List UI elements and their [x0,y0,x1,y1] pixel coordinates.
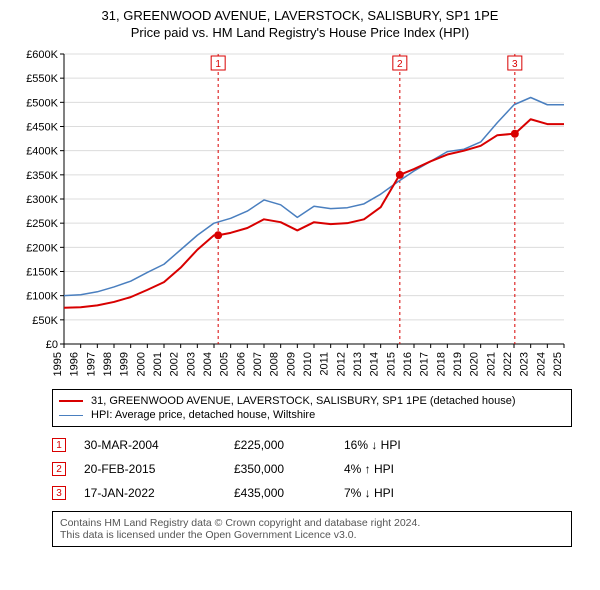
svg-text:2018: 2018 [435,352,447,376]
svg-text:£200K: £200K [26,242,58,254]
svg-text:2000: 2000 [135,352,147,376]
svg-text:1: 1 [215,59,221,70]
event-delta: 7% ↓ HPI [344,486,572,500]
svg-text:£600K: £600K [26,49,58,61]
svg-text:2008: 2008 [269,352,281,376]
svg-text:2021: 2021 [485,352,497,376]
event-row: 1 30-MAR-2004 £225,000 16% ↓ HPI [52,433,572,457]
svg-text:3: 3 [512,59,518,70]
svg-text:2011: 2011 [319,352,331,376]
svg-text:£0: £0 [46,339,58,351]
svg-text:2: 2 [397,59,403,70]
event-date: 17-JAN-2022 [84,486,234,500]
event-marker-3: 3 [52,486,66,500]
svg-text:2019: 2019 [452,352,464,376]
svg-text:£550K: £550K [26,73,58,85]
svg-text:£500K: £500K [26,97,58,109]
svg-text:2024: 2024 [535,352,547,376]
event-date: 30-MAR-2004 [84,438,234,452]
footnote-line2: This data is licensed under the Open Gov… [60,529,564,541]
legend: 31, GREENWOOD AVENUE, LAVERSTOCK, SALISB… [52,389,572,427]
event-price: £435,000 [234,486,344,500]
event-marker-1: 1 [52,438,66,452]
svg-text:2002: 2002 [169,352,181,376]
svg-text:£400K: £400K [26,146,58,158]
title-block: 31, GREENWOOD AVENUE, LAVERSTOCK, SALISB… [12,8,588,40]
legend-label-property: 31, GREENWOOD AVENUE, LAVERSTOCK, SALISB… [91,395,516,407]
title-subtitle: Price paid vs. HM Land Registry's House … [12,25,588,40]
svg-text:2006: 2006 [235,352,247,376]
svg-text:1996: 1996 [69,352,81,376]
svg-text:2010: 2010 [302,352,314,376]
svg-text:1999: 1999 [119,352,131,376]
event-delta: 4% ↑ HPI [344,462,572,476]
svg-text:2013: 2013 [352,352,364,376]
chart-card: 31, GREENWOOD AVENUE, LAVERSTOCK, SALISB… [0,0,600,557]
legend-label-hpi: HPI: Average price, detached house, Wilt… [91,409,315,421]
svg-text:2001: 2001 [152,352,164,376]
svg-text:£100K: £100K [26,291,58,303]
legend-item-hpi: HPI: Average price, detached house, Wilt… [59,408,565,422]
legend-swatch-hpi [59,415,83,416]
event-delta: 16% ↓ HPI [344,438,572,452]
svg-text:2014: 2014 [369,352,381,376]
svg-text:£300K: £300K [26,194,58,206]
svg-text:2005: 2005 [219,352,231,376]
svg-text:2003: 2003 [185,352,197,376]
svg-text:1997: 1997 [85,352,97,376]
svg-text:£50K: £50K [32,315,58,327]
svg-text:1995: 1995 [52,352,64,376]
line-chart-svg: £0 £50K £100K £150K £200K £250K £300K £350K £400… [12,46,572,376]
legend-swatch-property [59,400,83,402]
event-date: 20-FEB-2015 [84,462,234,476]
svg-text:2023: 2023 [519,352,531,376]
svg-text:2016: 2016 [402,352,414,376]
footnote-line1: Contains HM Land Registry data © Crown c… [60,517,564,529]
svg-text:2017: 2017 [419,352,431,376]
event-price: £225,000 [234,438,344,452]
svg-text:2015: 2015 [385,352,397,376]
svg-text:1998: 1998 [102,352,114,376]
svg-text:2025: 2025 [552,352,564,376]
event-price: £350,000 [234,462,344,476]
event-row: 2 20-FEB-2015 £350,000 4% ↑ HPI [52,457,572,481]
svg-text:2007: 2007 [252,352,264,376]
svg-text:2022: 2022 [502,352,514,376]
svg-text:£450K: £450K [26,122,58,134]
svg-text:£350K: £350K [26,170,58,182]
event-row: 3 17-JAN-2022 £435,000 7% ↓ HPI [52,481,572,505]
svg-text:£250K: £250K [26,218,58,230]
event-marker-2: 2 [52,462,66,476]
chart-area: £0 £50K £100K £150K £200K £250K £300K £350K £400… [12,46,588,381]
svg-text:£150K: £150K [26,267,58,279]
title-address: 31, GREENWOOD AVENUE, LAVERSTOCK, SALISB… [12,8,588,23]
svg-text:2020: 2020 [469,352,481,376]
sale-events-table: 1 30-MAR-2004 £225,000 16% ↓ HPI 2 20-FE… [52,433,572,505]
legend-item-property: 31, GREENWOOD AVENUE, LAVERSTOCK, SALISB… [59,394,565,408]
svg-text:2012: 2012 [335,352,347,376]
svg-text:2004: 2004 [202,352,214,376]
footnote: Contains HM Land Registry data © Crown c… [52,511,572,547]
svg-text:2009: 2009 [285,352,297,376]
